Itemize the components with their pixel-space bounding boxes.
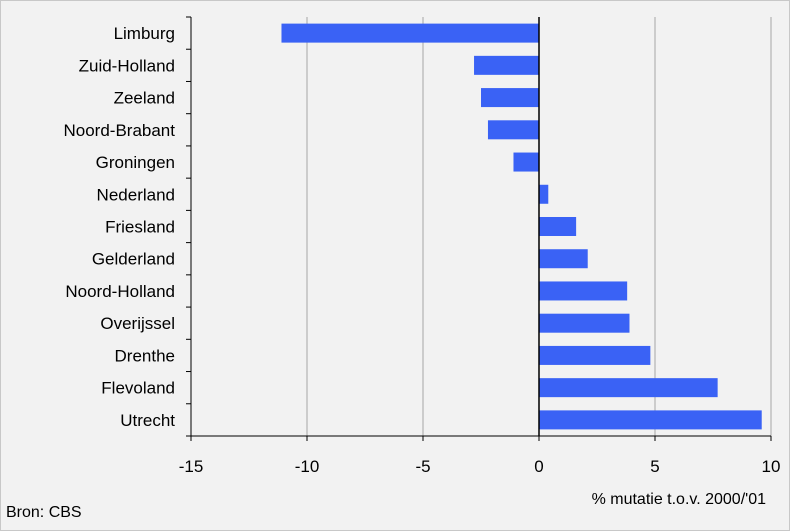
category-label: Friesland	[105, 218, 175, 237]
category-label: Utrecht	[120, 411, 175, 430]
bar-utrecht	[539, 410, 762, 430]
category-label: Zuid-Holland	[79, 56, 175, 75]
category-label: Noord-Brabant	[63, 121, 175, 140]
bar-zuid-holland	[474, 55, 539, 75]
bar-zeeland	[481, 88, 539, 108]
x-axis-title: % mutatie t.o.v. 2000/'01	[592, 491, 767, 508]
bar-flevoland	[539, 378, 718, 398]
plot-area	[191, 17, 771, 436]
source-note: Bron: CBS	[6, 504, 82, 521]
x-tick-label: 0	[534, 457, 543, 476]
bar-groningen	[513, 152, 539, 172]
x-tick-label: 5	[650, 457, 659, 476]
x-tick-label: -15	[179, 457, 204, 476]
x-tick-label: -5	[415, 457, 430, 476]
category-label: Groningen	[96, 153, 175, 172]
bar-friesland	[539, 217, 577, 236]
category-label: Flevoland	[101, 379, 175, 398]
category-label: Nederland	[97, 185, 175, 204]
category-label: Zeeland	[114, 89, 175, 108]
bar-noord-brabant	[487, 120, 539, 140]
category-label: Noord-Holland	[65, 282, 175, 301]
bar-overijssel	[539, 313, 630, 333]
x-tick-label: 10	[762, 457, 781, 476]
bar-noord-holland	[539, 281, 628, 301]
bar-drenthe	[539, 345, 651, 365]
bar-gelderland	[539, 249, 588, 269]
bar-limburg	[281, 23, 539, 43]
bar-nederland	[539, 184, 549, 204]
category-label: Drenthe	[115, 346, 175, 365]
category-label: Gelderland	[92, 250, 175, 269]
category-label: Limburg	[114, 24, 175, 43]
category-label: Overijssel	[100, 314, 175, 333]
x-tick-label: -10	[295, 457, 320, 476]
